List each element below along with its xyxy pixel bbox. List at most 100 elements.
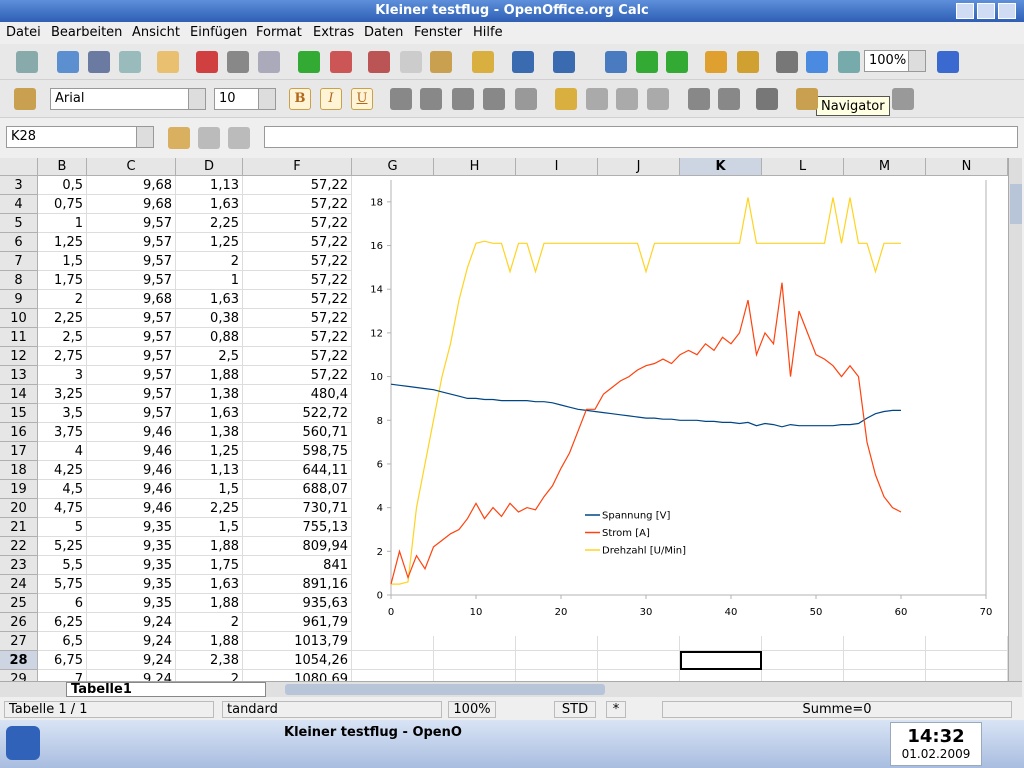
row-header[interactable]: 16 [0, 423, 38, 442]
column-header[interactable]: I [516, 158, 598, 176]
toolbar-icon[interactable] [515, 88, 537, 110]
toolbar-icon[interactable] [430, 51, 452, 73]
row-header[interactable]: 18 [0, 461, 38, 480]
close-button[interactable] [998, 3, 1016, 19]
format-button[interactable]: B [289, 88, 311, 110]
toolbar-icon[interactable] [718, 88, 740, 110]
row-header[interactable]: 9 [0, 290, 38, 309]
toolbar-icon[interactable] [616, 88, 638, 110]
menu-item[interactable]: Bearbeiten [51, 25, 123, 40]
row-header[interactable]: 11 [0, 328, 38, 347]
row-header[interactable]: 25 [0, 594, 38, 613]
toolbar-icon[interactable] [14, 88, 36, 110]
toolbar-icon[interactable] [605, 51, 627, 73]
column-header[interactable]: G [352, 158, 434, 176]
sum-icon[interactable] [198, 127, 220, 149]
row-header[interactable]: 3 [0, 176, 38, 195]
toolbar-icon[interactable] [483, 88, 505, 110]
row-header[interactable]: 6 [0, 233, 38, 252]
toolbar-icon[interactable] [472, 51, 494, 73]
toolbar-icon[interactable] [776, 51, 798, 73]
row-header[interactable]: 27 [0, 632, 38, 651]
row-header[interactable]: 15 [0, 404, 38, 423]
menu-item[interactable]: Ansicht [132, 25, 181, 40]
toolbar-icon[interactable] [512, 51, 534, 73]
menu-item[interactable]: Extras [313, 25, 355, 40]
toolbar-icon[interactable] [420, 88, 442, 110]
menu-item[interactable]: Datei [6, 25, 41, 40]
toolbar-icon[interactable] [119, 51, 141, 73]
toolbar-icon[interactable] [838, 51, 860, 73]
menu-item[interactable]: Hilfe [473, 25, 503, 40]
row-header[interactable]: 20 [0, 499, 38, 518]
column-header[interactable]: K [680, 158, 762, 176]
toolbar-icon[interactable] [400, 51, 422, 73]
column-header[interactable]: C [87, 158, 176, 176]
row-header[interactable]: 24 [0, 575, 38, 594]
row-header[interactable]: 5 [0, 214, 38, 233]
row-header[interactable]: 4 [0, 195, 38, 214]
toolbar-icon[interactable] [227, 51, 249, 73]
font-combo[interactable]: Arial [50, 88, 206, 110]
horizontal-scroll-thumb[interactable] [285, 684, 605, 695]
row-header[interactable]: 28 [0, 651, 38, 670]
toolbar-icon[interactable] [298, 51, 320, 73]
menu-item[interactable]: Format [256, 25, 302, 40]
row-header[interactable]: 13 [0, 366, 38, 385]
column-header[interactable]: N [926, 158, 1008, 176]
row-header[interactable]: 29 [0, 670, 38, 681]
toolbar-icon[interactable] [937, 51, 959, 73]
column-header[interactable]: B [38, 158, 87, 176]
toolbar-icon[interactable] [892, 88, 914, 110]
toolbar-icon[interactable] [16, 51, 38, 73]
row-header[interactable]: 22 [0, 537, 38, 556]
row-header[interactable]: 8 [0, 271, 38, 290]
toolbar-icon[interactable] [647, 88, 669, 110]
task-button[interactable]: Kleiner testflug - OpenO [284, 725, 462, 740]
function-wizard-icon[interactable] [168, 127, 190, 149]
row-header[interactable]: 17 [0, 442, 38, 461]
vertical-scrollbar[interactable] [1008, 158, 1022, 681]
toolbar-icon[interactable] [688, 88, 710, 110]
row-header[interactable]: 26 [0, 613, 38, 632]
menu-item[interactable]: Einfügen [190, 25, 248, 40]
column-header[interactable]: D [176, 158, 243, 176]
row-header[interactable]: 23 [0, 556, 38, 575]
toolbar-icon[interactable] [330, 51, 352, 73]
toolbar-icon[interactable] [390, 88, 412, 110]
size-combo[interactable]: 10 [214, 88, 276, 110]
row-header[interactable]: 19 [0, 480, 38, 499]
k-menu-button[interactable] [6, 726, 40, 760]
row-header[interactable]: 12 [0, 347, 38, 366]
minimize-button[interactable] [956, 3, 974, 19]
toolbar-icon[interactable] [452, 88, 474, 110]
toolbar-icon[interactable] [157, 51, 179, 73]
scroll-thumb[interactable] [1010, 184, 1022, 224]
format-button[interactable]: I [320, 88, 342, 110]
toolbar-icon[interactable] [555, 88, 577, 110]
row-header[interactable]: 7 [0, 252, 38, 271]
column-header[interactable]: L [762, 158, 844, 176]
toolbar-icon[interactable] [756, 88, 778, 110]
row-header[interactable]: 14 [0, 385, 38, 404]
toolbar-icon[interactable] [258, 51, 280, 73]
toolbar-icon[interactable] [586, 88, 608, 110]
toolbar-icon[interactable] [737, 51, 759, 73]
toolbar-icon[interactable] [553, 51, 575, 73]
toolbar-icon[interactable] [88, 51, 110, 73]
toolbar-icon[interactable] [196, 51, 218, 73]
column-header[interactable]: H [434, 158, 516, 176]
menu-item[interactable]: Fenster [414, 25, 463, 40]
zoom-combo[interactable]: 100% [864, 50, 926, 72]
name-box[interactable]: K28 [6, 126, 154, 148]
toolbar-icon[interactable] [368, 51, 390, 73]
toolbar-icon[interactable] [636, 51, 658, 73]
sheet-tab[interactable]: Tabelle1 [66, 682, 266, 697]
maximize-button[interactable] [977, 3, 995, 19]
toolbar-icon[interactable] [666, 51, 688, 73]
column-header[interactable]: M [844, 158, 926, 176]
toolbar-icon[interactable] [705, 51, 727, 73]
toolbar-icon[interactable] [796, 88, 818, 110]
toolbar-icon[interactable] [806, 51, 828, 73]
format-button[interactable]: U [351, 88, 373, 110]
